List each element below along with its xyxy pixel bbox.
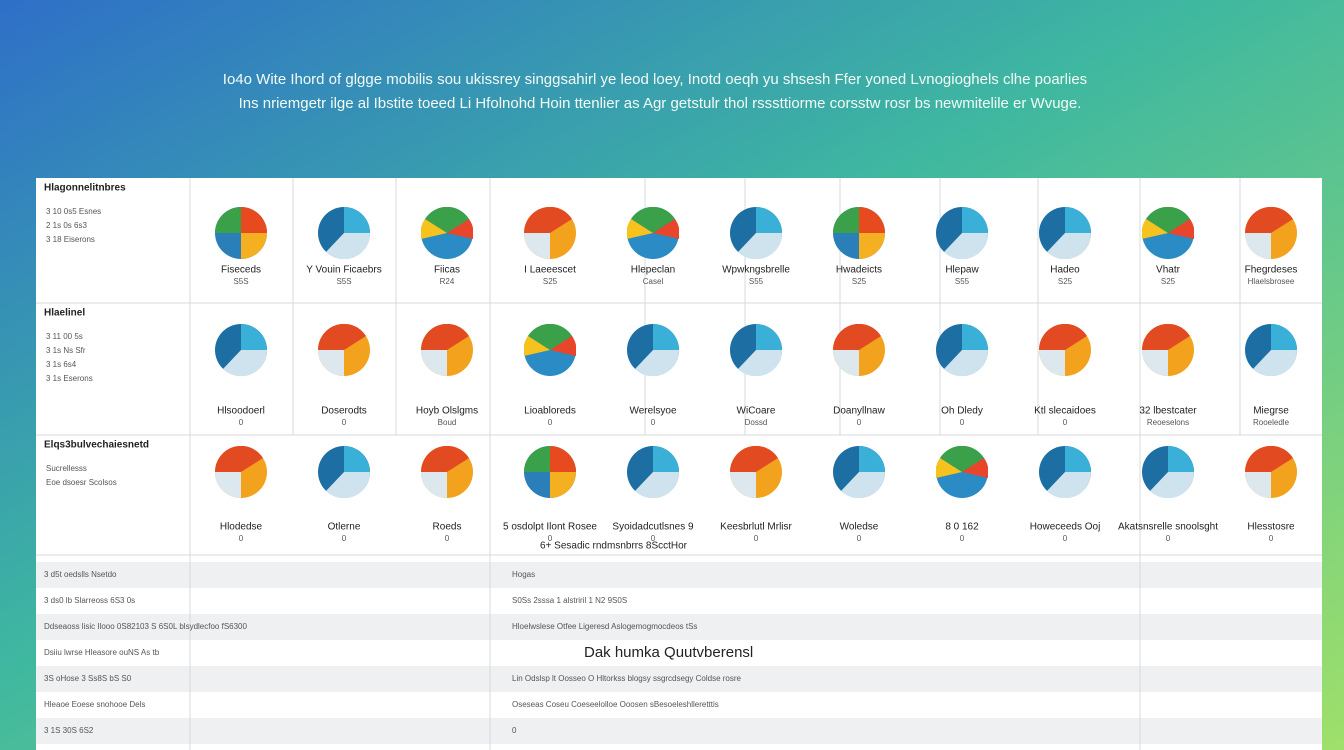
cell-label: Doserodts xyxy=(321,406,367,417)
stripes xyxy=(36,562,1322,744)
cell-sub: S55 xyxy=(749,277,764,286)
cell-sub: 0 xyxy=(1166,534,1171,543)
cell-sub: Boud xyxy=(438,418,457,427)
cell-sub: 0 xyxy=(857,534,862,543)
table-mid: 0 xyxy=(512,726,517,735)
cell-label: 8 0 162 xyxy=(945,522,979,533)
table-left: 3 1S 30S 6S2 xyxy=(44,726,94,735)
cell-sub: 0 xyxy=(548,534,553,543)
cell-label: Fiseceds xyxy=(221,265,261,276)
cell-label: Woledse xyxy=(840,522,879,533)
cell-sub: Dossd xyxy=(745,418,768,427)
cell-label: Otlerne xyxy=(328,522,361,533)
table-mid: Hloelwslese Otfee Ligeresd Aslogemogmocd… xyxy=(512,622,697,631)
cell-sub: 0 xyxy=(1269,534,1274,543)
table-left: Dsiiu lwrse Hleasore ouNS As tb xyxy=(44,648,160,657)
row-side-text: 2 1s 0s 6s3 xyxy=(46,221,87,230)
cell-label: 32 lbestcater xyxy=(1139,406,1197,417)
row-side-text: Eoe dsoesr Scolsos xyxy=(46,478,117,487)
row-side-text: 3 18 Eiserons xyxy=(46,235,95,244)
row-side-text: 3 1s 6s4 xyxy=(46,360,77,369)
row-side-text: 3 1s Ns Sfr xyxy=(46,346,86,355)
cell-sub: 0 xyxy=(960,534,965,543)
cell-label: Hlesstosre xyxy=(1247,522,1295,533)
cell-label: Wpwkngsbrelle xyxy=(722,265,790,276)
cell-label: Miegrse xyxy=(1253,406,1289,417)
table-left: Ddseaoss lisic Ilooo 0S82103 S 6S0L blsy… xyxy=(44,622,247,631)
cell-label: Lioabloreds xyxy=(524,406,576,417)
cell-sub: Hlaelsbrosee xyxy=(1248,277,1295,286)
table-mid: Dak humka Quutvberensl xyxy=(584,644,753,661)
cell-sub: 0 xyxy=(651,418,656,427)
cell-label: Keesbrlutl Mrlisr xyxy=(720,522,792,533)
cell-sub: 0 xyxy=(342,418,347,427)
cell-label: Oh Dledy xyxy=(941,406,983,417)
cell-sub: 0 xyxy=(1063,534,1068,543)
cell-sub: 0 xyxy=(342,534,347,543)
cell-label: Y Vouin Ficaebrs xyxy=(306,265,381,276)
header-line: Io4o Wite Ihord of glgge mobilis sou uki… xyxy=(223,71,1087,88)
table-left: 3 d5t oedslls Nsetdo xyxy=(44,570,117,579)
caption: 6+ Sesadic rndmsnbrrs 8ScctHor xyxy=(540,541,688,552)
row-side-text: 3 11 00 5s xyxy=(46,332,83,341)
cell-label: Hoyb Olslgms xyxy=(416,406,478,417)
cell-sub: S55 xyxy=(955,277,970,286)
cell-label: Akatsnsrelle snoolsght xyxy=(1118,522,1218,533)
cell-sub: S5S xyxy=(336,277,351,286)
row-side-text: Sucrellesss xyxy=(46,464,87,473)
row-title: Hlagonnelitnbres xyxy=(44,183,126,194)
cell-label: Hlsoodoerl xyxy=(217,406,265,417)
cell-label: I Laeeescet xyxy=(524,265,576,276)
table-left: 3 ds0 lb Slarreoss 6S3 0s xyxy=(44,596,135,605)
cell-label: Roeds xyxy=(433,522,462,533)
table-mid: Lin Odslsp lt Oosseo O Hltorkss blogsy s… xyxy=(512,674,742,683)
cell-sub: S5S xyxy=(233,277,248,286)
cell-sub: Casel xyxy=(643,277,664,286)
cell-label: Hwadeicts xyxy=(836,265,882,276)
cell-sub: S25 xyxy=(1161,277,1176,286)
cell-sub: 0 xyxy=(445,534,450,543)
cell-label: Vhatr xyxy=(1156,265,1181,276)
table-mid: S0Ss 2sssa 1 alstriril 1 N2 9S0S xyxy=(512,596,627,605)
cell-label: Howeceeds Ooj xyxy=(1030,522,1101,533)
cell-label: Syoidadcutlsnes 9 xyxy=(612,522,694,533)
cell-sub: 0 xyxy=(239,418,244,427)
cell-sub: 0 xyxy=(754,534,759,543)
header-line: Ins nriemgetr ilge al Ibstite toeed Li H… xyxy=(239,95,1082,112)
cell-label: Hlodedse xyxy=(220,522,263,533)
cell-sub: S25 xyxy=(543,277,558,286)
cell-sub: 0 xyxy=(960,418,965,427)
cell-sub: 0 xyxy=(239,534,244,543)
cell-label: Hlepeclan xyxy=(631,265,675,276)
cell-sub: S25 xyxy=(852,277,867,286)
cell-label: Hadeo xyxy=(1050,265,1080,276)
table-left: Hleaoe Eoese snohooe Dels xyxy=(44,700,145,709)
cell-sub: 0 xyxy=(857,418,862,427)
cell-sub: Rooeledle xyxy=(1253,418,1290,427)
table-left: 3S oHose 3 Ss8S bS S0 xyxy=(44,674,132,683)
cell-label: Fiicas xyxy=(434,265,460,276)
row-title: Hlaelinel xyxy=(44,308,85,319)
cell-label: Werelsyoe xyxy=(629,406,676,417)
table-mid: Hogas xyxy=(512,570,535,579)
cell-sub: Reoeselons xyxy=(1147,418,1189,427)
row-side-text: 3 10 0s5 Esnes xyxy=(46,207,101,216)
row-title: Elqs3bulvechaiesnetd xyxy=(44,440,149,451)
cell-label: Ktl slecaidoes xyxy=(1034,406,1096,417)
cell-sub: 0 xyxy=(1063,418,1068,427)
cell-sub: 0 xyxy=(548,418,553,427)
cell-label: WiCoare xyxy=(737,406,776,417)
cell-sub: S25 xyxy=(1058,277,1073,286)
row-side-text: 3 1s Eserons xyxy=(46,374,93,383)
cell-sub: 0 xyxy=(651,534,656,543)
grid-lines xyxy=(36,178,1322,750)
cell-label: Doanyllnaw xyxy=(833,406,885,417)
cell-label: 5 osdolpt Ilont Rosee xyxy=(503,522,597,533)
cell-label: Hlepaw xyxy=(945,265,979,276)
cell-label: Fhegrdeses xyxy=(1245,265,1298,276)
cell-sub: R24 xyxy=(440,277,455,286)
table-mid: Oseseas Coseu Coeseelolloe Ooosen sBesoe… xyxy=(512,700,719,709)
